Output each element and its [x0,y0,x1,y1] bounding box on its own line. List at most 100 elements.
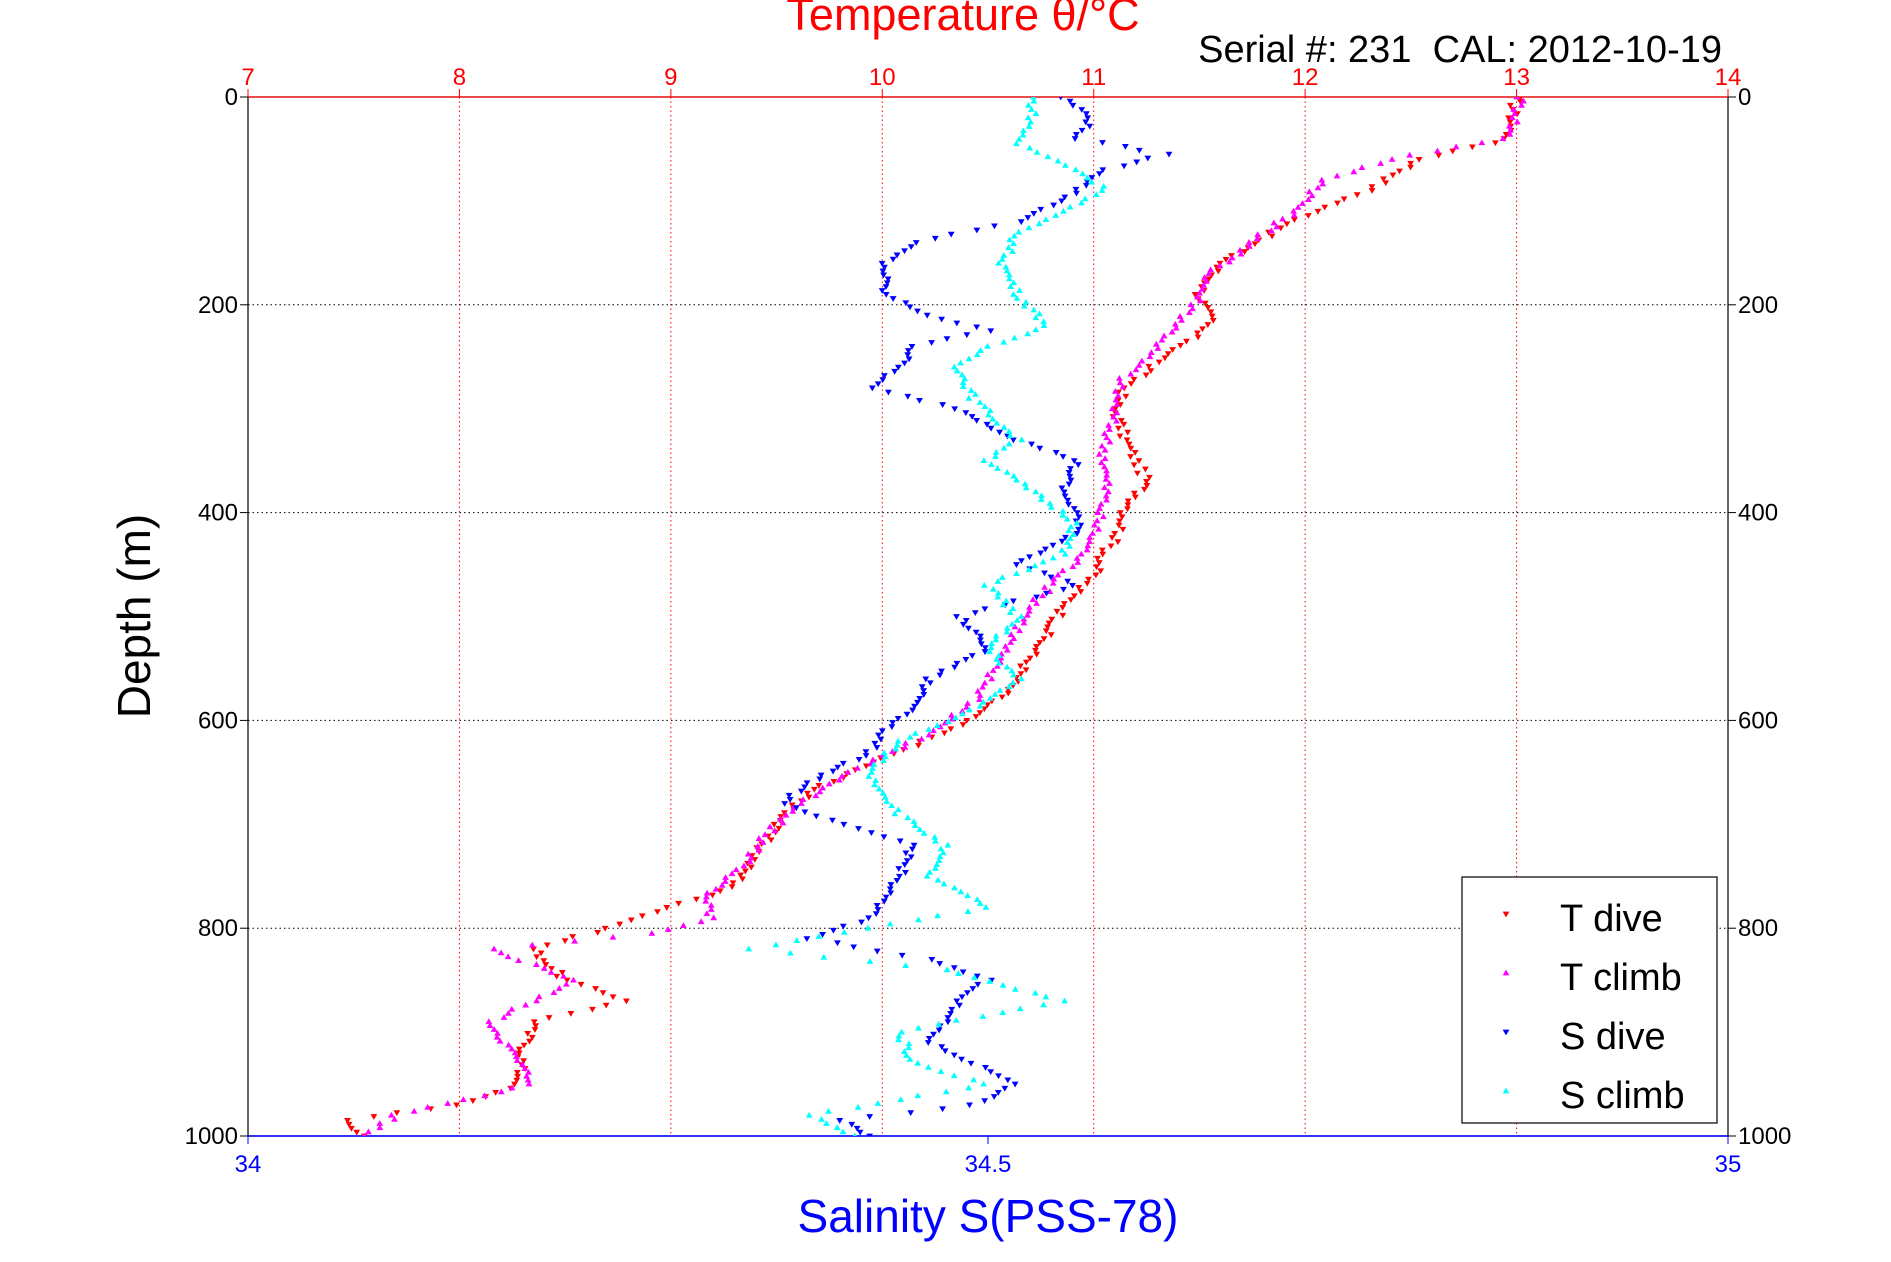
data-point [1066,473,1074,480]
data-point [1116,518,1123,525]
data-point [869,756,877,763]
data-point [1025,566,1033,573]
data-point [1116,433,1124,440]
data-point [1094,509,1102,515]
data-point [935,1020,943,1027]
data-point [1059,612,1067,619]
data-point [1060,489,1068,496]
data-point [904,814,912,821]
data-point [896,873,903,880]
data-point [938,316,946,323]
data-point [993,419,1001,426]
data-point [1135,458,1143,465]
data-point [1013,140,1020,147]
data-point [1010,240,1017,247]
data-point [528,1034,536,1041]
data-point [904,393,912,400]
data-point [1116,402,1124,408]
data-point [1101,446,1109,453]
data-point [1024,114,1032,121]
data-point [994,578,1002,584]
data-point [964,908,972,914]
data-point [1279,215,1287,222]
data-point [1146,353,1154,360]
data-point [1025,604,1033,610]
legend-item: S dive [1502,1016,1666,1058]
data-point [1106,480,1113,486]
data-point [1015,136,1023,142]
data-point [1294,203,1302,210]
data-point [947,231,955,238]
depth-tick-label: 600 [1738,707,1778,734]
data-point [1468,144,1476,151]
data-point [755,846,763,853]
data-point [912,240,920,246]
data-point [1161,355,1169,362]
data-point [1049,542,1057,549]
data-point [1452,143,1460,150]
data-point [1382,180,1390,187]
data-point [515,1050,523,1057]
data-point [988,675,996,682]
data-point [793,937,801,944]
data-point [923,872,931,879]
data-point [1499,135,1507,141]
data-point [1052,449,1060,456]
data-point [675,900,683,907]
data-point [490,945,498,952]
data-point [911,703,918,710]
data-point [968,653,976,659]
data-point [1006,609,1014,615]
data-point [883,280,891,287]
data-point [979,683,987,690]
data-point [1245,242,1253,249]
data-point [1096,505,1104,511]
data-point [936,672,944,679]
data-point [1073,531,1081,537]
data-point [1075,526,1082,533]
data-point [976,900,984,906]
data-point [1004,1077,1012,1084]
data-point [939,849,947,856]
data-point [907,1110,915,1117]
data-point [886,920,894,927]
data-point [1131,449,1139,456]
data-point [1093,564,1100,571]
data-point [937,845,945,852]
data-point [922,676,930,683]
data-point [994,593,1002,600]
data-point [1101,463,1108,470]
data-point [1268,233,1276,240]
data-point [707,901,715,908]
data-point [1115,425,1122,432]
data-point [880,834,888,841]
data-point [1060,601,1068,607]
data-point [1037,550,1045,557]
depth-tick-label: 0 [1738,84,1751,111]
data-point [903,1052,910,1058]
data-point [1071,136,1079,142]
data-point [953,660,961,667]
data-point [974,981,982,988]
data-point [958,994,966,1001]
data-point [958,710,966,717]
data-point [1040,318,1047,325]
data-point [1204,305,1212,311]
data-point [1028,106,1035,112]
data-point [990,1094,998,1100]
data-point [1022,484,1030,491]
data-series [344,97,1527,1136]
data-point [1513,118,1521,125]
salinity-axis: 34 34.5 35 [235,1135,1741,1178]
data-point [1059,454,1067,460]
data-point [513,1077,521,1084]
data-point [391,1115,398,1122]
data-point [1073,554,1081,561]
data-point [928,956,936,963]
data-point [948,711,955,718]
data-point [998,694,1006,701]
data-point [987,425,995,432]
data-point [496,1037,504,1044]
data-point [889,748,896,754]
data-point [1358,164,1366,171]
